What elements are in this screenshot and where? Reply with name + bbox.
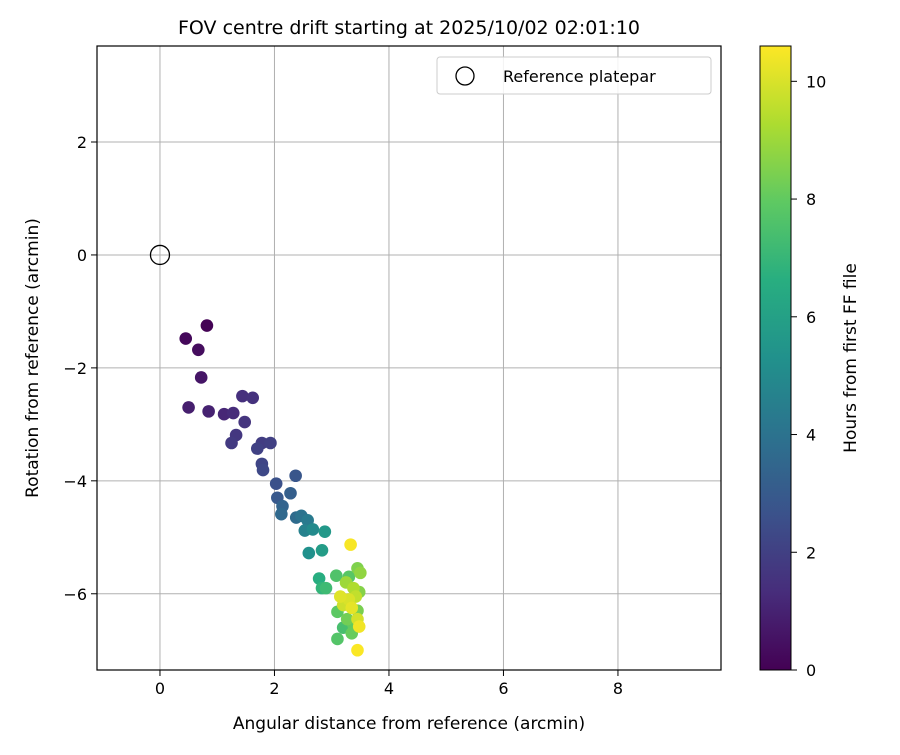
colorbar-tick-label: 2 <box>806 543 816 562</box>
data-point <box>226 406 240 420</box>
data-point <box>269 477 283 490</box>
data-point <box>306 523 320 536</box>
data-point <box>340 612 354 626</box>
data-point <box>315 543 329 557</box>
data-points <box>149 244 367 657</box>
data-point <box>194 371 208 384</box>
data-point <box>329 569 343 582</box>
colorbar-gradient <box>759 45 792 671</box>
y-tick-label: −6 <box>63 585 87 604</box>
plot-frame <box>96 45 722 671</box>
legend-marker-circle <box>455 66 475 86</box>
data-point <box>236 389 249 403</box>
x-tick-label: 0 <box>155 679 165 698</box>
data-point <box>264 436 277 450</box>
y-axis-ticks: −6 −4 −2 0 2 <box>63 133 97 604</box>
chart-title: FOV centre drift starting at 2025/10/02 … <box>178 17 640 39</box>
x-tick-label: 2 <box>269 679 279 698</box>
data-point <box>217 407 231 421</box>
y-tick-label: 2 <box>77 133 87 152</box>
data-point <box>351 643 364 657</box>
colorbar-tick-label: 8 <box>806 190 816 209</box>
data-point <box>238 415 251 429</box>
data-point <box>344 538 357 551</box>
legend-label-reference: Reference platepar <box>503 67 656 86</box>
x-axis-ticks: 0 2 4 6 8 <box>155 670 623 698</box>
data-point <box>352 620 366 633</box>
legend-box <box>436 56 712 95</box>
data-point <box>284 486 297 500</box>
data-point <box>250 442 264 455</box>
reference-platepar-marker <box>149 244 171 266</box>
data-point <box>200 319 214 332</box>
data-point <box>179 332 193 345</box>
colorbar-ticks: 0 2 4 6 8 10 <box>791 72 826 680</box>
y-tick-label: 0 <box>77 246 87 265</box>
data-point <box>256 463 270 477</box>
colorbar: 0 2 4 6 8 10 Hours from first FF file <box>759 45 861 680</box>
data-point <box>331 632 344 646</box>
y-axis-label: Rotation from reference (arcmin) <box>23 218 43 498</box>
data-point <box>225 436 238 450</box>
colorbar-tick-label: 6 <box>806 308 816 327</box>
data-point <box>354 566 367 580</box>
data-point <box>302 546 316 560</box>
data-point <box>319 581 333 595</box>
data-point <box>182 401 195 414</box>
x-tick-label: 4 <box>384 679 394 698</box>
data-point <box>289 469 302 483</box>
x-tick-label: 6 <box>498 679 508 698</box>
data-point <box>246 391 260 405</box>
data-point <box>312 572 326 585</box>
grid-lines <box>97 46 721 670</box>
data-point <box>192 343 205 357</box>
y-tick-label: −2 <box>63 359 87 378</box>
data-point <box>275 507 288 521</box>
x-axis-label: Angular distance from reference (arcmin) <box>233 714 585 734</box>
colorbar-tick-label: 0 <box>806 661 816 680</box>
colorbar-label: Hours from first FF file <box>841 263 861 453</box>
data-point <box>345 601 359 615</box>
colorbar-tick-label: 4 <box>806 426 816 445</box>
y-tick-label: −4 <box>63 472 87 491</box>
x-tick-label: 8 <box>613 679 623 698</box>
legend[interactable]: Reference platepar <box>436 56 712 95</box>
data-point <box>202 405 215 418</box>
colorbar-tick-label: 10 <box>806 72 826 91</box>
data-point <box>334 590 347 603</box>
data-point <box>318 525 332 538</box>
